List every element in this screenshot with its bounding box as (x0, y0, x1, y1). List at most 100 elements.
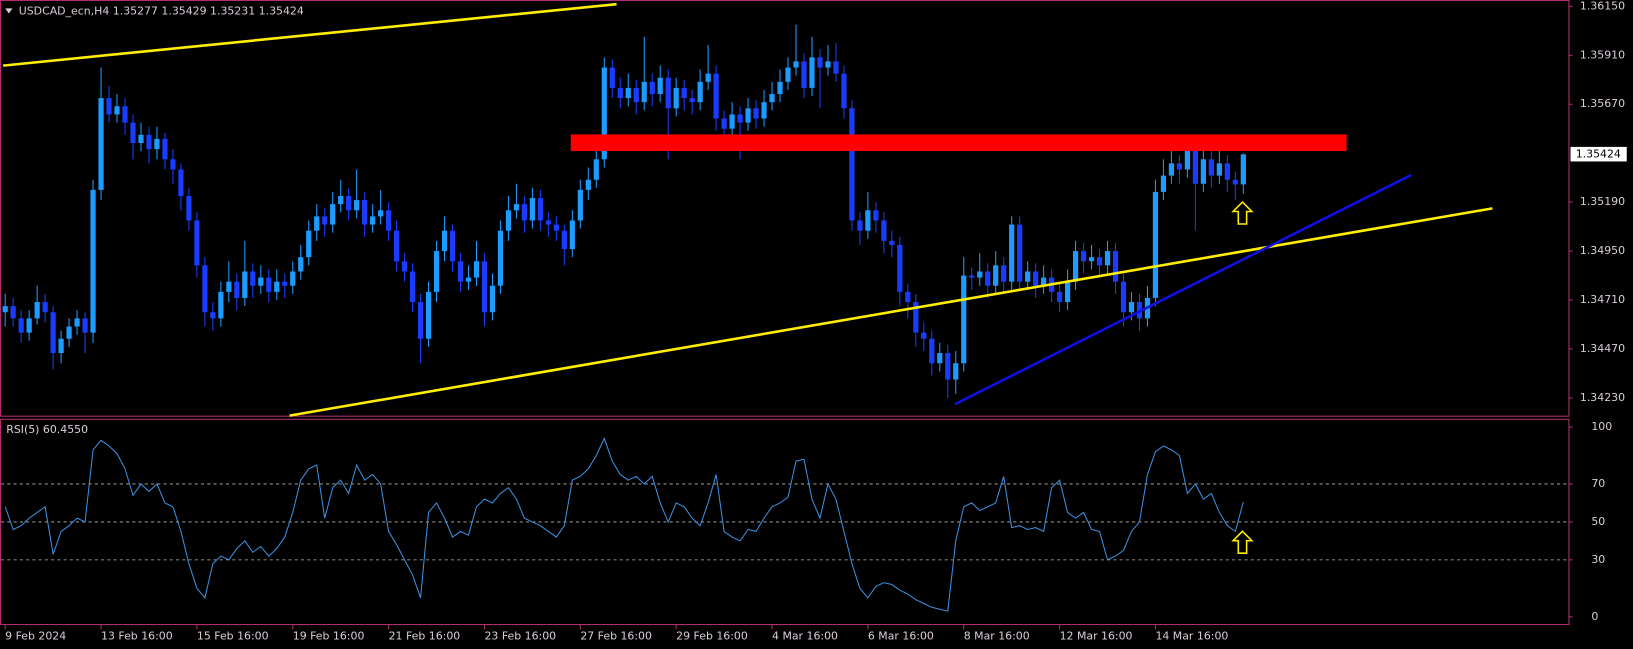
x-tick-label: 4 Mar 16:00 (772, 629, 838, 642)
candle-body (1192, 149, 1198, 184)
candle-body (1017, 224, 1023, 282)
x-tick-label: 13 Feb 16:00 (101, 629, 173, 642)
candle-body (473, 261, 480, 278)
candle-body (146, 134, 152, 150)
y-tick-label: 0 (1591, 610, 1598, 623)
candle-body (977, 271, 983, 278)
y-tick-label: 100 (1591, 420, 1612, 433)
candle-body (969, 275, 975, 278)
candle-body (745, 108, 751, 123)
candle-body (250, 271, 256, 286)
candle-body (314, 216, 320, 231)
candle-body (1096, 257, 1103, 266)
candle-body (857, 220, 863, 231)
candle-body (138, 134, 144, 143)
candle-body (74, 318, 80, 327)
candle-body (705, 73, 711, 82)
candle-body (609, 67, 615, 88)
candle-body (657, 77, 663, 95)
candle-body (1072, 251, 1079, 282)
trendline-lower (289, 207, 1493, 417)
candle-body (569, 220, 575, 250)
candle-body (1152, 191, 1159, 298)
x-tick-label: 12 Mar 16:00 (1060, 629, 1133, 642)
candle-body (945, 353, 951, 380)
arrow-rsi (1231, 530, 1254, 554)
candle-body (1056, 291, 1063, 303)
candle-body (673, 87, 679, 109)
candle-body (889, 240, 895, 245)
candle-body (1216, 163, 1222, 176)
candle-body (1041, 277, 1047, 286)
candle-body (809, 57, 815, 88)
candle-body (218, 291, 224, 319)
candle-body (817, 57, 823, 68)
x-tick-label: 23 Feb 16:00 (484, 629, 556, 642)
candle-body (537, 198, 543, 221)
candle-body (553, 224, 559, 231)
candle-body (601, 67, 607, 160)
candle-body (665, 77, 671, 109)
candle-body (497, 230, 504, 286)
price-panel-frame (0, 0, 1570, 417)
candle-body (489, 285, 496, 313)
x-tick-label: 29 Feb 16:00 (676, 629, 748, 642)
candle-body (106, 98, 112, 115)
x-tick-label: 9 Feb 2024 (5, 629, 66, 642)
candle-body (50, 312, 56, 354)
candle-body (1001, 265, 1007, 282)
candle-body (282, 281, 288, 286)
candle-body (1224, 163, 1230, 180)
candle-body (338, 196, 344, 205)
candle-body (425, 291, 432, 339)
candle-body (1025, 271, 1031, 282)
candle-body (921, 332, 927, 339)
candle-body (513, 204, 520, 211)
candle-body (505, 210, 512, 231)
candle-body (122, 106, 128, 123)
candle-body (1184, 149, 1191, 170)
candle-body (993, 265, 999, 286)
candle-body (737, 114, 743, 123)
candle-body (290, 271, 296, 286)
candle-body (873, 210, 879, 221)
candle-body (34, 302, 40, 319)
candle-body (1176, 163, 1183, 170)
candle-body (1009, 224, 1015, 282)
y-tick-label: 1.34950 (1580, 244, 1625, 257)
candle-body (697, 81, 703, 103)
candle-body (1088, 257, 1095, 262)
candle-body (393, 230, 400, 262)
candle-body (897, 244, 903, 292)
candle-body (961, 275, 967, 364)
candle-body (298, 257, 304, 272)
candle-body (1104, 251, 1111, 266)
y-tick-label: 1.34230 (1580, 391, 1625, 404)
candle-body (641, 81, 647, 103)
candle-body (777, 81, 783, 95)
trendline-support (954, 173, 1412, 406)
candle-body (1168, 163, 1175, 176)
candle-body (785, 67, 791, 82)
candle-body (1080, 251, 1087, 262)
candle-body (769, 94, 775, 103)
candle-body (913, 302, 919, 333)
symbol-menu-icon[interactable] (5, 8, 13, 14)
candle-body (1128, 302, 1135, 313)
resistance-zone (570, 134, 1347, 152)
candle-body (529, 198, 535, 221)
candle-body (90, 189, 96, 333)
candle-body (162, 138, 168, 160)
candle-body (330, 204, 336, 225)
candle-body (937, 353, 943, 364)
x-tick-label: 21 Feb 16:00 (389, 629, 461, 642)
candle-body (2, 306, 8, 313)
arrow-price (1231, 200, 1254, 225)
candle-body (433, 251, 440, 292)
candle-body (1064, 281, 1071, 303)
y-tick-label: 1.35190 (1580, 195, 1625, 208)
rsi-line (4, 437, 1244, 612)
price-label-box (1570, 146, 1627, 162)
candle-body (649, 81, 655, 95)
